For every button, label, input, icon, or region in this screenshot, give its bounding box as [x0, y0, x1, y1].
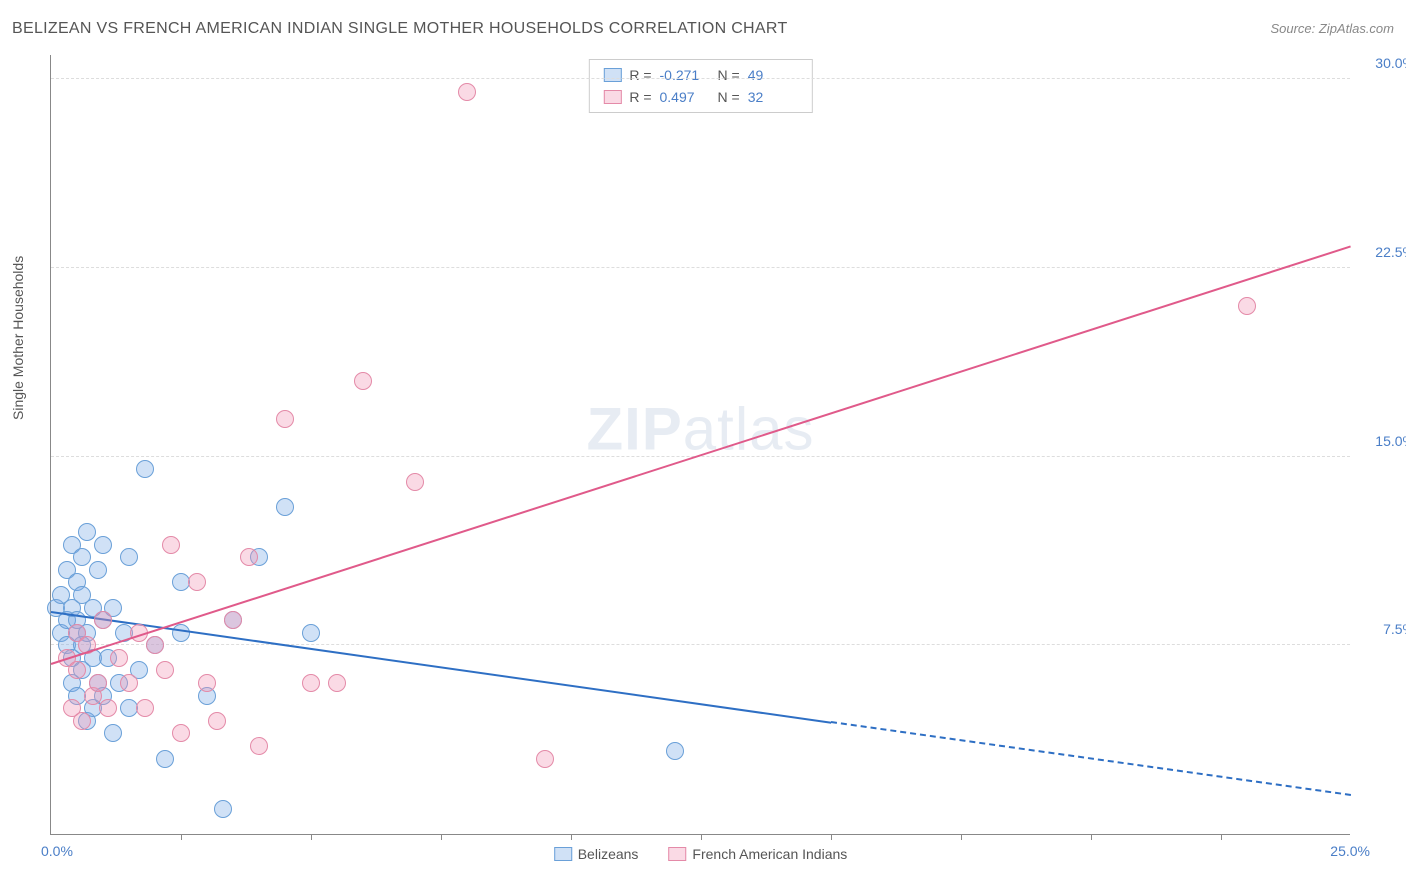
- chart-header: BELIZEAN VS FRENCH AMERICAN INDIAN SINGL…: [12, 20, 1394, 38]
- data-point: [156, 661, 174, 679]
- data-point: [110, 649, 128, 667]
- data-point: [198, 674, 216, 692]
- data-point: [328, 674, 346, 692]
- data-point: [162, 536, 180, 554]
- data-point: [73, 548, 91, 566]
- data-point: [120, 674, 138, 692]
- data-point: [136, 460, 154, 478]
- data-point: [104, 724, 122, 742]
- legend-swatch: [668, 847, 686, 861]
- data-point: [302, 674, 320, 692]
- data-point: [172, 724, 190, 742]
- data-point: [78, 523, 96, 541]
- data-point: [68, 661, 86, 679]
- data-point: [250, 737, 268, 755]
- x-tick: [441, 834, 442, 840]
- legend-label: Belizeans: [578, 846, 639, 862]
- data-point: [99, 699, 117, 717]
- x-tick: [961, 834, 962, 840]
- y-tick-label: 15.0%: [1375, 433, 1406, 449]
- data-point: [302, 624, 320, 642]
- y-axis-label: Single Mother Households: [10, 256, 26, 420]
- stats-row: R = -0.271 N = 49: [603, 64, 797, 86]
- n-label: N =: [718, 86, 740, 108]
- x-tick: [701, 834, 702, 840]
- data-point: [120, 548, 138, 566]
- y-tick-label: 7.5%: [1383, 621, 1406, 637]
- chart-title: BELIZEAN VS FRENCH AMERICAN INDIAN SINGL…: [12, 20, 788, 38]
- series-legend: Belizeans French American Indians: [554, 846, 848, 862]
- data-point: [89, 674, 107, 692]
- x-tick: [1091, 834, 1092, 840]
- legend-swatch: [603, 90, 621, 104]
- data-point: [94, 611, 112, 629]
- data-point: [214, 800, 232, 818]
- data-point: [276, 410, 294, 428]
- data-point: [172, 624, 190, 642]
- data-point: [224, 611, 242, 629]
- data-point: [146, 636, 164, 654]
- data-point: [406, 473, 424, 491]
- n-value: 49: [748, 64, 798, 86]
- data-point: [156, 750, 174, 768]
- legend-item: Belizeans: [554, 846, 639, 862]
- r-value: 0.497: [660, 86, 710, 108]
- n-label: N =: [718, 64, 740, 86]
- x-tick: [1221, 834, 1222, 840]
- x-max-label: 25.0%: [1330, 843, 1370, 859]
- x-tick: [831, 834, 832, 840]
- scatter-plot: ZIPatlas R =-0.271N =49R =0.497N =32 0.0…: [50, 55, 1350, 835]
- data-point: [73, 712, 91, 730]
- data-point: [94, 536, 112, 554]
- data-point: [458, 83, 476, 101]
- data-point: [208, 712, 226, 730]
- legend-label: French American Indians: [692, 846, 847, 862]
- stats-row: R = 0.497 N = 32: [603, 86, 797, 108]
- data-point: [136, 699, 154, 717]
- y-tick-label: 30.0%: [1375, 55, 1406, 71]
- x-origin-label: 0.0%: [41, 843, 73, 859]
- x-tick: [571, 834, 572, 840]
- r-label: R =: [629, 64, 651, 86]
- data-point: [188, 573, 206, 591]
- gridline: [51, 267, 1350, 268]
- gridline: [51, 644, 1350, 645]
- data-point: [240, 548, 258, 566]
- r-value: -0.271: [660, 64, 710, 86]
- x-tick: [311, 834, 312, 840]
- r-label: R =: [629, 86, 651, 108]
- legend-swatch: [603, 68, 621, 82]
- data-point: [666, 742, 684, 760]
- data-point: [354, 372, 372, 390]
- legend-item: French American Indians: [668, 846, 847, 862]
- data-point: [89, 561, 107, 579]
- x-tick: [181, 834, 182, 840]
- data-point: [276, 498, 294, 516]
- stats-legend: R = -0.271 N = 49 R = 0.497 N = 32: [588, 59, 812, 113]
- n-value: 32: [748, 86, 798, 108]
- gridline: [51, 78, 1350, 79]
- data-point: [1238, 297, 1256, 315]
- chart-source: Source: ZipAtlas.com: [1270, 21, 1394, 36]
- data-point: [536, 750, 554, 768]
- legend-swatch: [554, 847, 572, 861]
- y-tick-label: 22.5%: [1375, 244, 1406, 260]
- trend-line-extrapolated: [831, 721, 1351, 796]
